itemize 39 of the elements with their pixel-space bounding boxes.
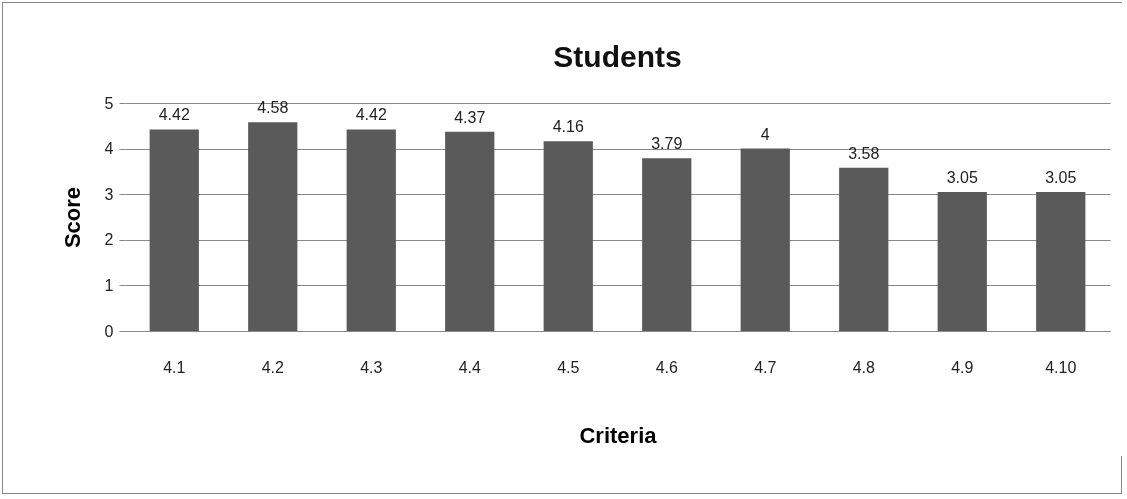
- bar: [248, 122, 298, 331]
- bar: [740, 148, 790, 331]
- x-tick-label: 4.6: [655, 358, 678, 376]
- data-label: 4.58: [257, 99, 289, 117]
- data-label: 4.42: [158, 106, 190, 124]
- x-tick-label: 4.1: [163, 358, 186, 376]
- x-tick-label: 4.7: [754, 358, 777, 376]
- y-tick-label: 4: [104, 140, 114, 158]
- bar: [1036, 191, 1086, 331]
- x-tick-label: 4.8: [852, 358, 875, 376]
- bar: [543, 141, 593, 331]
- x-tick-label: 4.2: [261, 358, 284, 376]
- data-label: 4.37: [454, 108, 486, 126]
- y-tick-label: 5: [104, 94, 114, 112]
- bar: [445, 131, 495, 331]
- y-tick-label: 2: [104, 231, 114, 249]
- chart-title: Students: [553, 40, 682, 73]
- bar: [149, 129, 199, 331]
- data-label: 3.79: [651, 135, 683, 153]
- data-label: 3.58: [848, 144, 880, 162]
- data-label: 3.05: [1045, 168, 1077, 186]
- x-tick-label: 4.5: [557, 358, 580, 376]
- x-tick-label: 4.4: [458, 358, 481, 376]
- y-tick-label: 1: [104, 276, 114, 294]
- data-label: 4: [760, 125, 770, 143]
- bar: [346, 129, 396, 331]
- y-tick-label: 3: [104, 185, 114, 203]
- x-tick-label: 4.10: [1045, 358, 1077, 376]
- x-tick-label: 4.3: [360, 358, 383, 376]
- x-tick-label: 4.9: [951, 358, 974, 376]
- y-tick-label: 0: [104, 322, 114, 340]
- data-label: 4.42: [355, 106, 387, 124]
- data-label: 3.05: [946, 168, 978, 186]
- data-label: 4.16: [552, 118, 584, 136]
- bar: [839, 167, 889, 331]
- bar: [642, 158, 692, 331]
- x-axis-title: Criteria: [579, 422, 658, 448]
- y-axis-title: Score: [59, 186, 85, 249]
- bar: [937, 191, 987, 331]
